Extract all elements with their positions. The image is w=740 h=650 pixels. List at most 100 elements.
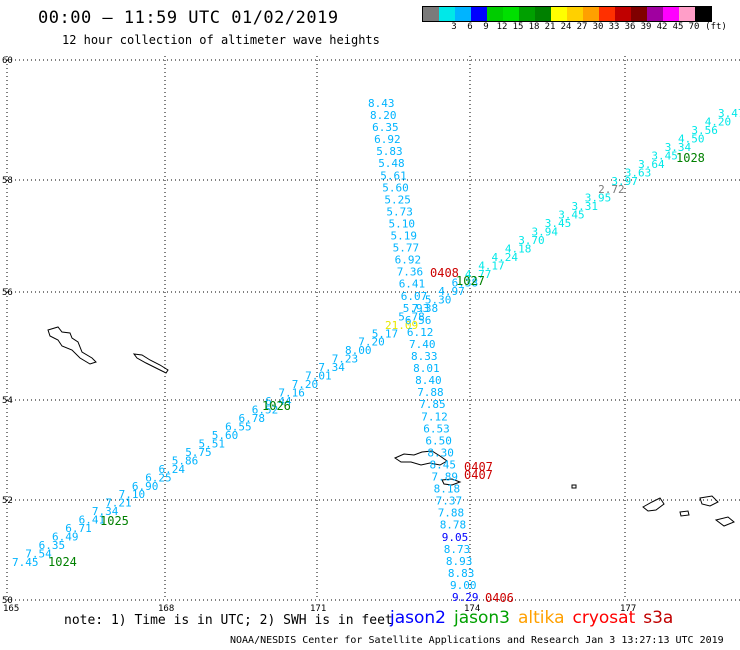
wave-height-value: 4.97 xyxy=(438,285,465,298)
color-scale-tick-label: 24 xyxy=(560,22,572,32)
wave-height-value: 6.78 xyxy=(239,412,266,425)
wave-height-value: 6.71 xyxy=(65,522,92,535)
color-scale-tick-label: 15 xyxy=(512,22,524,32)
latitude-tick-label: 54 xyxy=(2,396,13,406)
wave-height-value: 6.41 xyxy=(399,278,426,291)
island-outline xyxy=(571,484,577,489)
wave-height-value: 8.45 xyxy=(430,459,457,472)
wave-height-value: 7.20 xyxy=(292,378,319,391)
wave-height-value: 3.47 xyxy=(718,107,740,120)
wave-height-value: 3.70 xyxy=(518,234,545,247)
satellite-legend-item: s3a xyxy=(643,608,674,628)
color-swatch xyxy=(679,7,695,21)
wave-height-value: 3.31 xyxy=(572,200,599,213)
satellite-legend-item: jason2 xyxy=(390,608,446,628)
wave-height-value: 5.75 xyxy=(185,446,212,459)
island-outline xyxy=(393,450,448,466)
color-swatch xyxy=(455,7,471,21)
color-swatch xyxy=(519,7,535,21)
chart-title: 00:00 – 11:59 UTC 01/02/2019 xyxy=(38,8,339,28)
wave-height-value: 3.34 xyxy=(665,141,692,154)
color-scale-tick-label: 12 xyxy=(496,22,508,32)
wave-height-value: 7.54 xyxy=(25,548,52,561)
wave-height-value: 6.12 xyxy=(407,326,434,339)
color-swatch xyxy=(551,7,567,21)
wave-height-value: 8.18 xyxy=(434,483,461,496)
track-time-label: 1027 xyxy=(456,274,485,288)
wave-height-value: 6.56 xyxy=(405,314,432,327)
wave-height-value: 5.60 xyxy=(212,429,239,442)
latitude-tick-label: 60 xyxy=(2,56,13,66)
wave-height-value: 8.73 xyxy=(444,543,471,556)
color-swatch xyxy=(599,7,615,21)
wave-height-value: 7.20 xyxy=(358,336,385,349)
wave-height-value: 7.12 xyxy=(421,410,448,423)
color-scale-tick-label: 6 xyxy=(467,22,473,32)
wave-height-value: 3.94 xyxy=(532,226,559,239)
wave-height-value: 8.78 xyxy=(440,519,467,532)
track-time-label: 0408 xyxy=(430,266,459,280)
wave-height-value: 9.00 xyxy=(450,579,477,592)
island-outline xyxy=(132,353,169,374)
wave-height-value: 6.92 xyxy=(395,254,422,267)
wave-height-value: 6.41 xyxy=(79,514,106,527)
wave-height-value: 5.60 xyxy=(382,181,409,194)
track-time-label: 1024 xyxy=(48,555,77,569)
wave-height-value: 7.01 xyxy=(305,370,332,383)
wave-height-value: 4.77 xyxy=(465,268,492,281)
wave-height-value: 8.00 xyxy=(345,344,372,357)
wave-height-value: 8.33 xyxy=(411,350,438,363)
wave-height-value: 7.16 xyxy=(278,387,305,400)
wave-height-value: 5.10 xyxy=(389,218,416,231)
wave-height-value: 7.21 xyxy=(105,497,132,510)
island-outline xyxy=(47,326,97,365)
longitude-tick-label: 165 xyxy=(3,604,19,614)
color-scale-tick-label: 42 xyxy=(656,22,668,32)
color-scale-tick-label: 30 xyxy=(592,22,604,32)
wave-height-value: 8.43 xyxy=(368,97,395,110)
wave-height-value: 21.09 xyxy=(385,319,418,332)
wave-height-value: 4.50 xyxy=(678,132,705,145)
footer-credit: NOAA/NESDIS Center for Satellite Applica… xyxy=(230,635,724,646)
color-scale-tick-label: 70 xyxy=(688,22,700,32)
longitude-tick-label: 171 xyxy=(310,604,326,614)
color-swatch xyxy=(615,7,631,21)
color-scale-tick-label: 18 xyxy=(528,22,540,32)
track-time-label: 0407 xyxy=(464,468,493,482)
color-scale-tick-label: 36 xyxy=(624,22,636,32)
wave-height-value: 6.49 xyxy=(52,531,79,544)
wave-height-value: 7.40 xyxy=(409,338,436,351)
wave-height-value: 8.01 xyxy=(413,362,440,375)
latitude-tick-label: 56 xyxy=(2,288,13,298)
wave-height-value: 6.55 xyxy=(225,421,252,434)
wave-height-value: 6.38 xyxy=(452,276,479,289)
wave-height-value: 5.61 xyxy=(380,169,407,182)
color-swatch xyxy=(439,7,455,21)
track-time-label: 1026 xyxy=(262,399,291,413)
wave-height-value: 8.20 xyxy=(370,109,397,122)
wave-height-value: 9.05 xyxy=(442,531,469,544)
color-scale-tick-label: 3 xyxy=(451,22,457,32)
wave-height-value: 5.48 xyxy=(378,157,405,170)
land-outlines xyxy=(47,326,735,527)
wave-height-value: 3.45 xyxy=(545,217,572,230)
map-grid xyxy=(6,56,740,601)
latitude-tick-label: 52 xyxy=(2,496,13,506)
diagonal-track: 7.457.546.356.496.716.417.347.217.106.90… xyxy=(12,107,740,569)
satellite-legend-item: altika xyxy=(518,608,565,628)
wave-height-value: 6.90 xyxy=(132,480,159,493)
wave-height-value: 5.78 xyxy=(398,310,425,323)
color-swatch xyxy=(647,7,663,21)
color-swatch xyxy=(423,7,439,21)
latitude-tick-label: 58 xyxy=(2,176,13,186)
wave-height-value: 6.07 xyxy=(401,290,428,303)
color-swatch xyxy=(567,7,583,21)
wave-height-value: 3.97 xyxy=(611,175,638,188)
wave-height-value: 5.86 xyxy=(172,454,199,467)
longitude-tick-label: 174 xyxy=(464,604,480,614)
color-scale-tick-label: 39 xyxy=(640,22,652,32)
wave-height-value: 4.18 xyxy=(505,243,532,256)
footer-note: note: 1) Time is in UTC; 2) SWH is in fe… xyxy=(64,613,393,628)
track-time-label: 0406 xyxy=(485,591,514,605)
wave-height-value: 5.77 xyxy=(393,242,420,255)
